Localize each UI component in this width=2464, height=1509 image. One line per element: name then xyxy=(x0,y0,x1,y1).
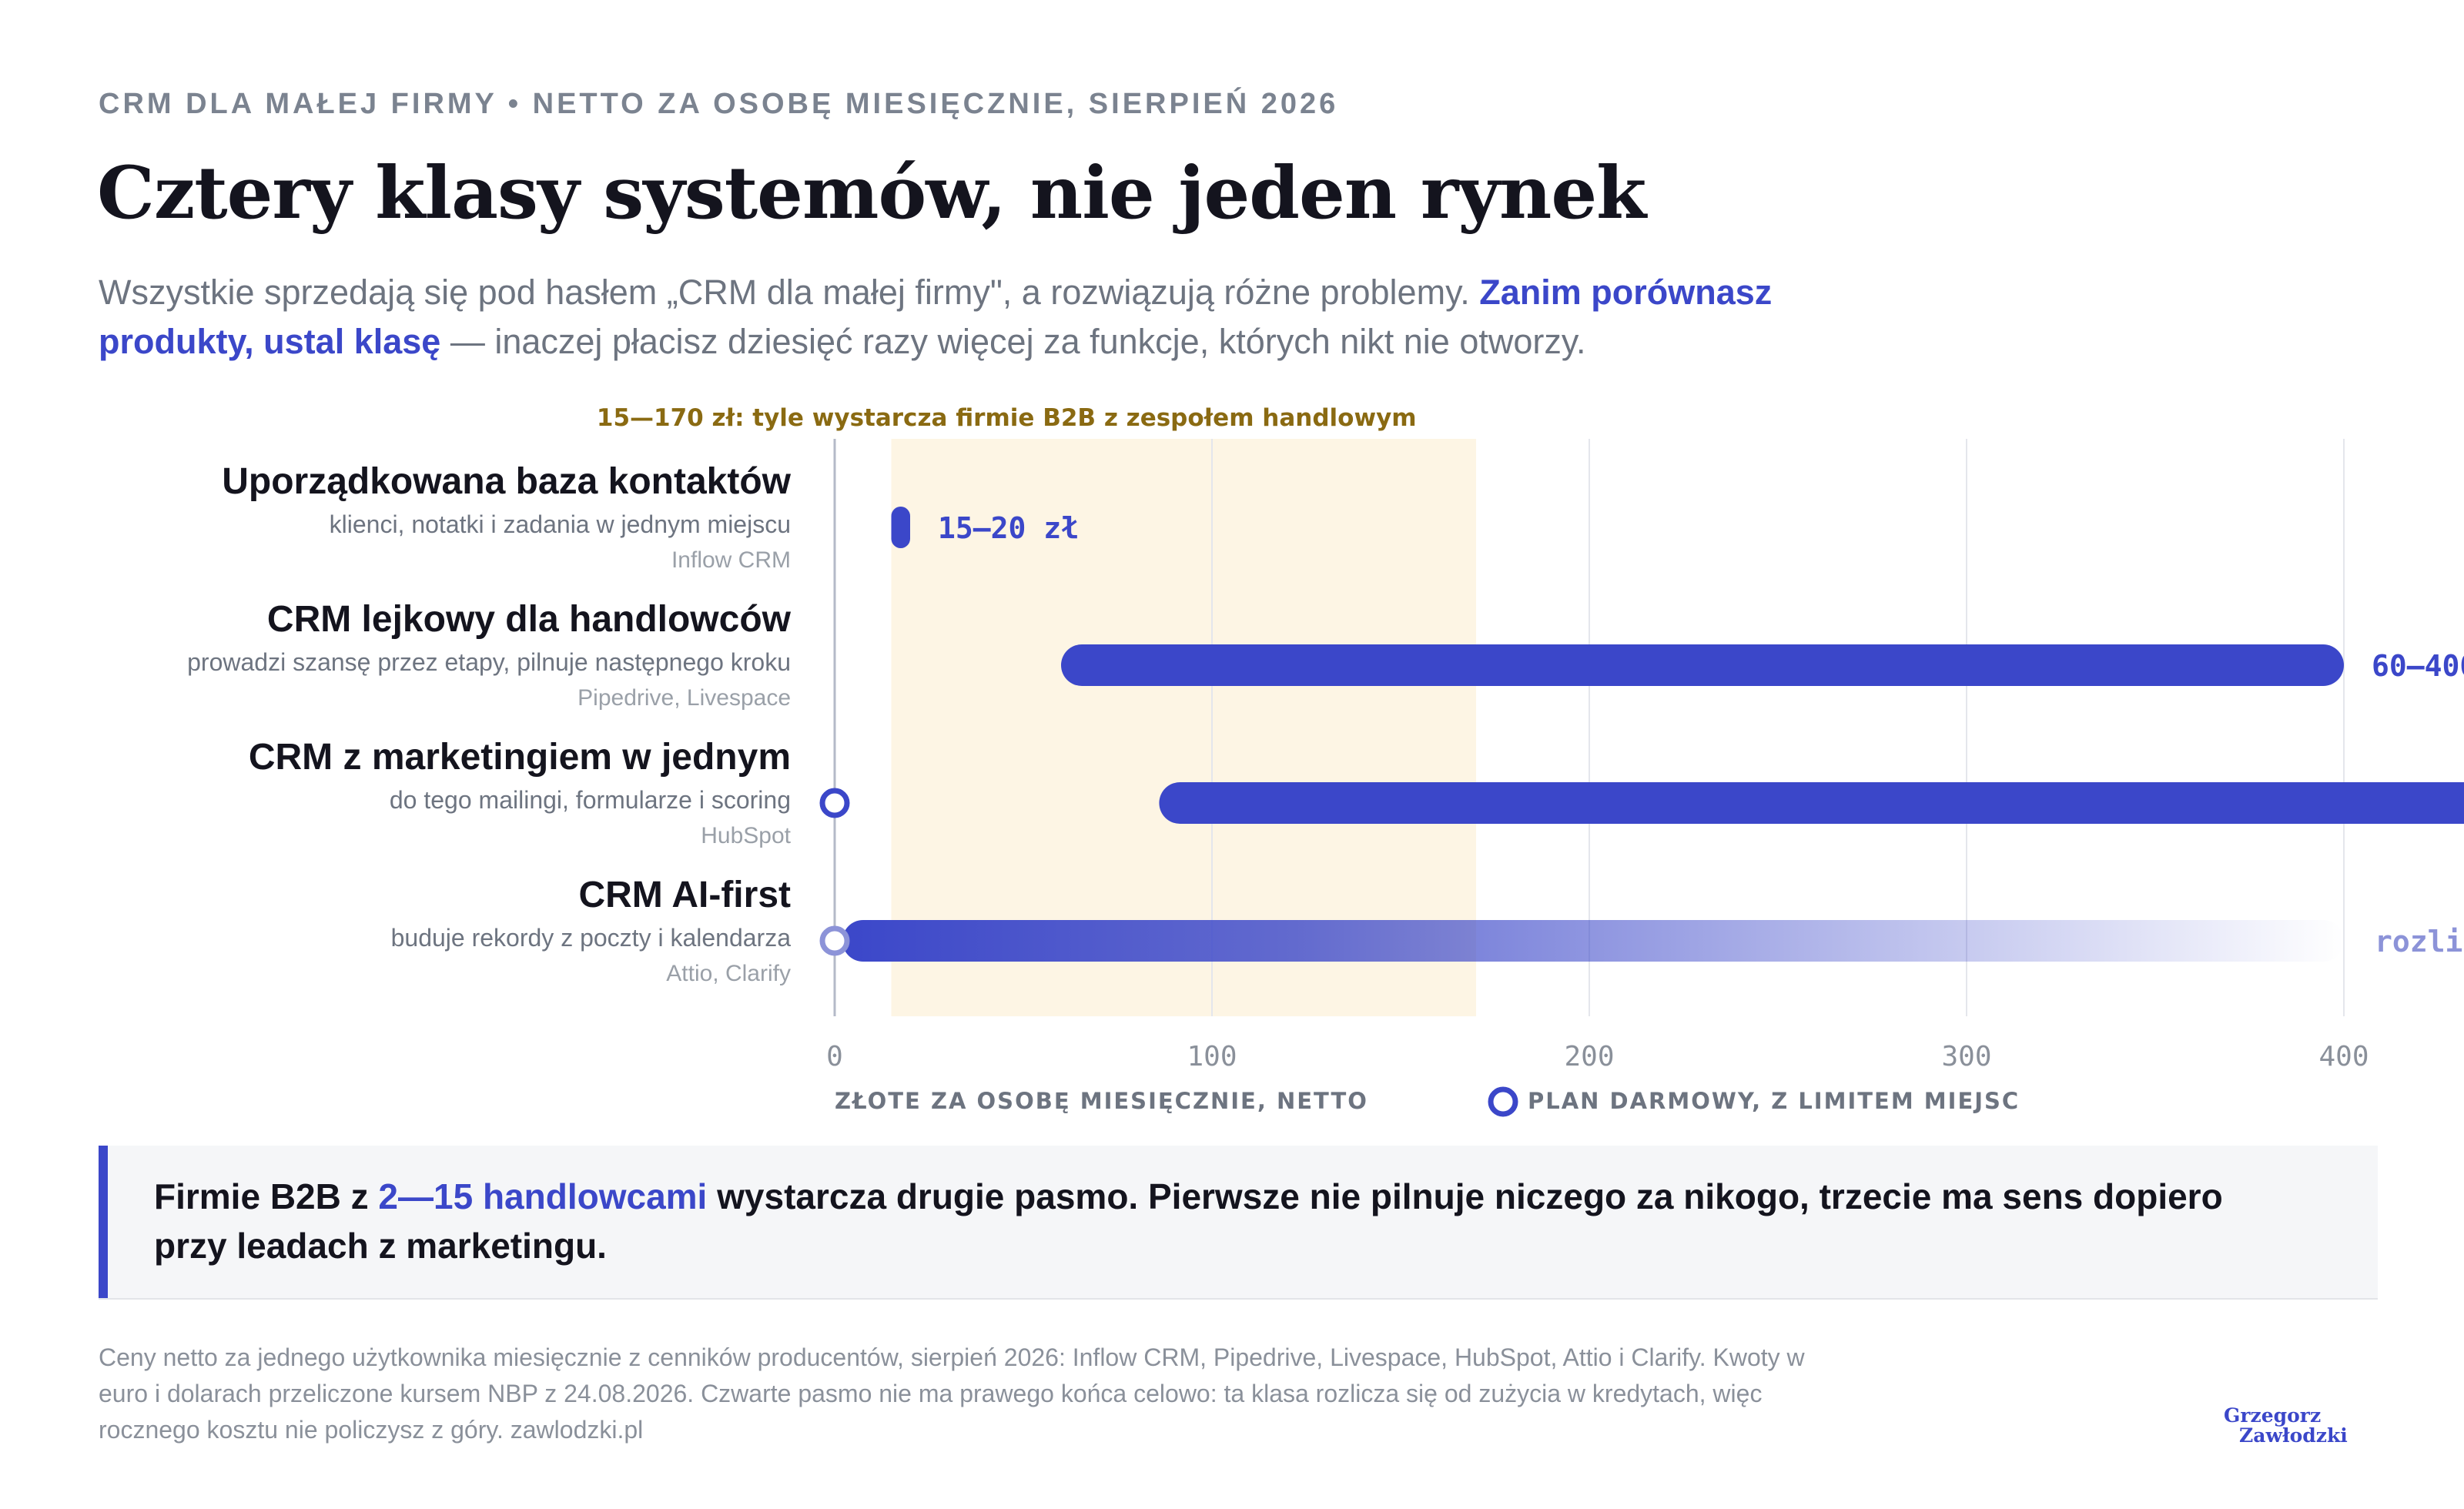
callout-highlight: 2—15 handlowcami xyxy=(378,1176,708,1216)
category-description: prowadzi szansę przez etapy, pilnuje nas… xyxy=(187,648,791,676)
x-tick-label: 400 xyxy=(2318,1041,2369,1072)
category-examples: Attio, Clarify xyxy=(666,961,791,986)
x-axis-ticks: 0100200300400500600 xyxy=(826,1041,2369,1072)
brand-line-1: Grzegorz xyxy=(2224,1404,2322,1427)
range-bar xyxy=(1159,782,2464,824)
brand-line-2: Zawłodzki xyxy=(2239,1424,2348,1447)
category-row: CRM lejkowy dla handlowców prowadzi szans… xyxy=(187,599,2464,711)
category-row: CRM z marketingiem w jednym do tego maili… xyxy=(249,737,2464,848)
range-label: rozlicza się od zużycia xyxy=(2375,925,2464,959)
brand-logo: Grzegorz Zawłodzki xyxy=(2224,1406,2378,1446)
category-name: CRM lejkowy dla handlowców xyxy=(267,599,792,640)
category-rows: Uporządkowana baza kontaktów klienci, not… xyxy=(187,461,2464,986)
range-bar xyxy=(1061,644,2344,686)
free-plan-icon xyxy=(819,788,850,818)
legend-free-plan-label: PLAN DARMOWY, Z LIMITEM MIEJSC xyxy=(1528,1088,2020,1114)
page-title: Cztery klasy systemów, nie jeden rynek xyxy=(97,151,1646,236)
subtitle-highlight: Zanim porównasz produkty, ustal klasę xyxy=(99,273,1773,361)
x-tick-label: 0 xyxy=(826,1041,843,1072)
range-label: 15–20 zł xyxy=(938,511,1079,545)
free-plan-icon xyxy=(819,925,850,956)
callout-text: Firmie B2B z 2—15 handlowcami wystarcza … xyxy=(154,1172,2295,1270)
divider xyxy=(99,1298,2378,1300)
takeaway-callout: Firmie B2B z 2—15 handlowcami wystarcza … xyxy=(99,1146,2378,1298)
x-tick-label: 200 xyxy=(1564,1041,1614,1072)
category-name: CRM z marketingiem w jednym xyxy=(249,737,791,778)
callout-part-2: wystarcza drugie pasmo. Pierwsze nie pil… xyxy=(154,1176,2223,1266)
subtitle-part-2: — inaczej płacisz dziesięć razy więcej z… xyxy=(440,322,1586,361)
category-row: CRM AI-first buduje rekordy z poczty i ka… xyxy=(391,875,2464,986)
range-bar xyxy=(842,920,2344,962)
category-description: buduje rekordy z poczty i kalendarza xyxy=(391,924,792,952)
target-band-label: 15—170 zł: tyle wystarcza firmie B2B z z… xyxy=(597,404,1417,432)
subtitle: Wszystkie sprzedają się pod hasłem „CRM … xyxy=(99,268,1885,366)
category-row: Uporządkowana baza kontaktów klienci, not… xyxy=(222,461,1079,573)
callout-part-1: Firmie B2B z xyxy=(154,1176,379,1216)
category-description: do tego mailingi, formularze i scoring xyxy=(390,786,791,814)
x-axis-label: ZŁOTE ZA OSOBĘ MIESIĘCZNIE, NETTO xyxy=(835,1088,1368,1114)
range-label: 60–400 zł xyxy=(2372,649,2464,683)
price-range-chart: 15—170 zł: tyle wystarcza firmie B2B z z… xyxy=(187,404,2464,1117)
subtitle-part-1: Wszystkie sprzedają się pod hasłem „CRM … xyxy=(99,273,1480,312)
category-examples: Inflow CRM xyxy=(671,547,791,573)
range-bar xyxy=(891,507,910,548)
category-examples: Pipedrive, Livespace xyxy=(578,685,791,711)
category-description: klienci, notatki i zadania w jednym miej… xyxy=(330,510,791,538)
x-tick-label: 300 xyxy=(1941,1041,1991,1072)
x-tick-label: 100 xyxy=(1187,1041,1237,1072)
category-examples: HubSpot xyxy=(701,823,791,848)
source-footnote: Ceny netto za jednego użytkownika miesię… xyxy=(99,1343,1805,1444)
eyebrow: CRM DLA MAŁEJ FIRMY • NETTO ZA OSOBĘ MIE… xyxy=(99,88,1339,120)
category-name: CRM AI-first xyxy=(578,875,791,915)
category-name: Uporządkowana baza kontaktów xyxy=(222,461,791,502)
legend-free-plan-icon xyxy=(1488,1086,1518,1117)
